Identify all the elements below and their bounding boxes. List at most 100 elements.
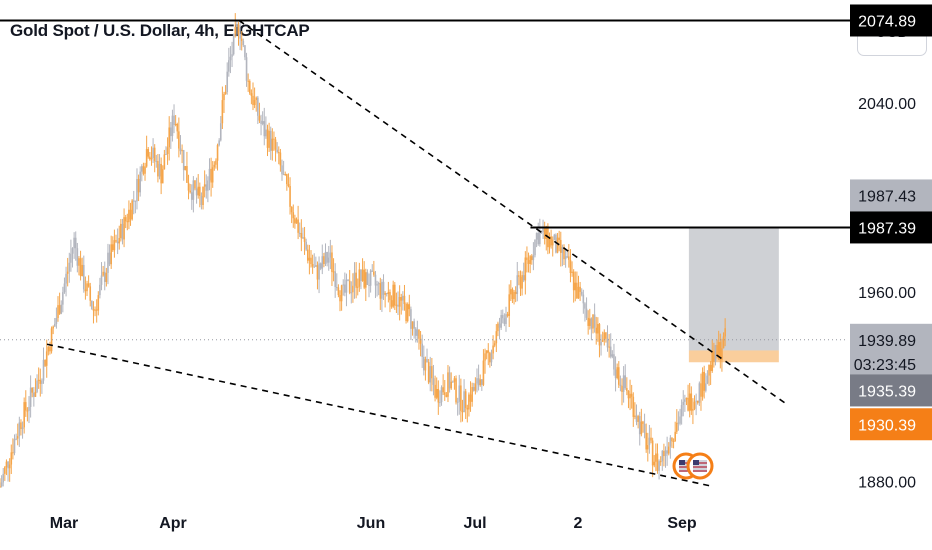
candle xyxy=(482,360,485,385)
candle xyxy=(120,223,122,238)
candle xyxy=(15,438,17,440)
x-tick-label: Jul xyxy=(463,515,486,532)
candle xyxy=(216,145,219,161)
candle xyxy=(152,147,154,158)
candle xyxy=(255,97,258,100)
candle xyxy=(228,60,230,72)
candle xyxy=(624,375,627,389)
position-profit-zone xyxy=(688,227,779,351)
candle xyxy=(585,308,588,318)
candle xyxy=(13,439,16,454)
candle xyxy=(348,280,351,293)
candle xyxy=(131,200,133,220)
candle xyxy=(679,416,681,424)
candle xyxy=(266,129,269,148)
candle xyxy=(646,445,649,450)
candle xyxy=(498,323,501,328)
candle xyxy=(24,402,27,411)
candle xyxy=(676,422,678,432)
candle xyxy=(269,130,272,151)
candle xyxy=(70,253,72,263)
candle xyxy=(141,166,143,172)
candle xyxy=(203,184,206,187)
candle xyxy=(361,269,364,281)
candle xyxy=(353,272,356,286)
candle xyxy=(516,275,519,295)
candle xyxy=(28,406,30,411)
y-tick-label: 2040.00 xyxy=(858,96,916,113)
candle xyxy=(448,372,451,389)
price-label-text: 1930.39 xyxy=(858,417,916,434)
candle xyxy=(345,279,348,293)
candle xyxy=(136,178,138,202)
candle xyxy=(329,252,332,258)
candle xyxy=(311,264,314,267)
candle xyxy=(611,354,614,357)
candle xyxy=(439,402,441,404)
candle xyxy=(455,378,457,403)
candle xyxy=(208,168,211,181)
candle xyxy=(103,271,106,282)
candle xyxy=(179,148,182,152)
candle xyxy=(295,219,298,224)
candle xyxy=(358,269,361,287)
candle xyxy=(411,321,414,329)
candle xyxy=(170,127,172,137)
candle xyxy=(690,393,693,411)
candle xyxy=(463,391,465,413)
candle xyxy=(68,262,71,272)
candle xyxy=(497,323,499,332)
y-tick-label: 1960.00 xyxy=(858,285,916,302)
candle xyxy=(643,423,646,433)
candle xyxy=(645,432,647,450)
candle xyxy=(211,167,214,183)
candle xyxy=(265,129,267,137)
candle xyxy=(632,396,635,417)
candle xyxy=(408,304,411,310)
candle xyxy=(282,174,285,176)
candle xyxy=(435,389,438,398)
candle xyxy=(298,232,301,234)
candle xyxy=(161,169,164,184)
x-tick-label: 2 xyxy=(574,515,583,532)
candle xyxy=(403,295,406,304)
candle xyxy=(606,338,609,348)
candle xyxy=(178,131,180,149)
candle xyxy=(334,271,336,287)
candle xyxy=(302,237,304,239)
candle xyxy=(126,221,129,223)
candle xyxy=(153,147,156,162)
candle xyxy=(598,324,601,346)
candle xyxy=(236,24,238,28)
candle xyxy=(534,239,536,256)
candle xyxy=(232,33,235,55)
candle xyxy=(564,256,567,260)
candle xyxy=(400,297,403,301)
candle xyxy=(277,152,280,154)
candle xyxy=(366,272,369,285)
candle xyxy=(305,241,307,250)
price-label-text: 1935.39 xyxy=(858,383,916,400)
position-loss-zone xyxy=(688,350,779,363)
candle xyxy=(173,115,175,126)
candle xyxy=(413,321,415,329)
candle xyxy=(53,323,56,327)
candle xyxy=(8,464,11,469)
candle xyxy=(321,256,324,269)
candle xyxy=(168,127,170,148)
candle xyxy=(650,437,652,441)
candle xyxy=(395,304,398,306)
candle xyxy=(276,149,278,153)
candle xyxy=(155,161,158,163)
x-tick-label: Mar xyxy=(50,515,78,532)
candle xyxy=(452,381,454,383)
candle xyxy=(66,271,69,274)
candle xyxy=(717,342,720,356)
price-label-text: 1987.43 xyxy=(858,188,916,205)
candle xyxy=(440,387,443,403)
candle xyxy=(297,219,299,233)
candle xyxy=(335,286,338,288)
candle xyxy=(595,327,598,334)
drawings-layer xyxy=(0,19,854,487)
